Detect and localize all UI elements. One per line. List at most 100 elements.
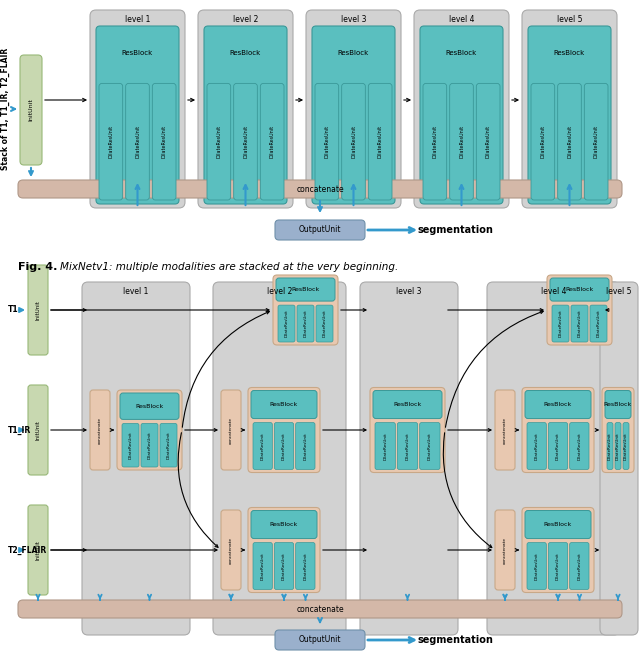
FancyBboxPatch shape	[550, 278, 609, 301]
Text: ResBlock: ResBlock	[230, 50, 261, 56]
FancyBboxPatch shape	[160, 423, 177, 467]
FancyBboxPatch shape	[615, 423, 621, 470]
Text: ResBlock: ResBlock	[544, 522, 572, 527]
Text: level 3: level 3	[340, 15, 366, 23]
Text: Fig. 4.: Fig. 4.	[18, 262, 58, 272]
FancyBboxPatch shape	[296, 423, 315, 470]
Text: ResBlock: ResBlock	[291, 287, 319, 292]
FancyBboxPatch shape	[152, 83, 176, 200]
FancyBboxPatch shape	[414, 10, 509, 208]
FancyBboxPatch shape	[370, 387, 445, 472]
Text: ResBlock: ResBlock	[604, 402, 632, 407]
Text: DilateResUnit: DilateResUnit	[303, 432, 307, 460]
Text: level 5: level 5	[557, 15, 582, 23]
FancyBboxPatch shape	[90, 10, 185, 208]
FancyBboxPatch shape	[342, 83, 365, 200]
Text: DilateResUnit: DilateResUnit	[577, 432, 581, 460]
Text: DilateResUnit: DilateResUnit	[406, 432, 410, 460]
FancyBboxPatch shape	[600, 282, 638, 635]
Text: concatenate: concatenate	[503, 417, 507, 444]
Text: DilateResUnit: DilateResUnit	[594, 125, 598, 158]
Text: DilateResUnit: DilateResUnit	[282, 552, 286, 580]
FancyBboxPatch shape	[423, 83, 447, 200]
FancyBboxPatch shape	[297, 305, 314, 342]
FancyBboxPatch shape	[120, 393, 179, 419]
FancyBboxPatch shape	[360, 282, 458, 635]
FancyBboxPatch shape	[487, 282, 620, 635]
FancyBboxPatch shape	[450, 83, 474, 200]
Text: ResBlock: ResBlock	[446, 50, 477, 56]
Text: level 4: level 4	[541, 287, 566, 295]
Text: DilateResUnit: DilateResUnit	[428, 432, 432, 460]
FancyBboxPatch shape	[275, 220, 365, 240]
Text: DilateResUnit: DilateResUnit	[383, 432, 387, 460]
Text: DilateResUnit: DilateResUnit	[459, 125, 464, 158]
FancyBboxPatch shape	[315, 83, 339, 200]
Text: DilateResUnit: DilateResUnit	[216, 125, 221, 158]
Text: Stack of T1, T1_IR, T2_FLAIR: Stack of T1, T1_IR, T2_FLAIR	[1, 48, 10, 170]
FancyBboxPatch shape	[253, 423, 273, 470]
FancyBboxPatch shape	[28, 385, 48, 475]
Text: DilateResUnit: DilateResUnit	[540, 125, 545, 158]
Text: T1_IR: T1_IR	[8, 425, 31, 435]
FancyBboxPatch shape	[122, 423, 139, 467]
Text: DilateResUnit: DilateResUnit	[596, 310, 600, 338]
FancyBboxPatch shape	[375, 423, 396, 470]
Text: concatenate: concatenate	[503, 536, 507, 564]
Text: concatenate: concatenate	[296, 185, 344, 193]
FancyBboxPatch shape	[275, 630, 365, 650]
FancyBboxPatch shape	[82, 282, 190, 635]
FancyBboxPatch shape	[296, 543, 315, 590]
Text: level 2: level 2	[233, 15, 258, 23]
Text: ResBlock: ResBlock	[122, 50, 153, 56]
FancyBboxPatch shape	[273, 275, 338, 345]
Text: DilateResUnit: DilateResUnit	[260, 432, 265, 460]
FancyBboxPatch shape	[28, 265, 48, 355]
FancyBboxPatch shape	[590, 305, 607, 342]
Text: ResBlock: ResBlock	[338, 50, 369, 56]
Text: concatenate: concatenate	[98, 417, 102, 444]
FancyBboxPatch shape	[495, 390, 515, 470]
FancyBboxPatch shape	[547, 275, 612, 345]
FancyBboxPatch shape	[90, 390, 110, 470]
FancyBboxPatch shape	[278, 305, 295, 342]
FancyBboxPatch shape	[373, 391, 442, 419]
Text: level 3: level 3	[396, 287, 422, 295]
Text: ResBlock: ResBlock	[394, 402, 422, 407]
FancyBboxPatch shape	[605, 391, 631, 419]
Text: DilateResUnit: DilateResUnit	[324, 125, 330, 158]
FancyBboxPatch shape	[253, 543, 273, 590]
Text: DilateResUnit: DilateResUnit	[108, 125, 113, 158]
Text: DilateResUnit: DilateResUnit	[162, 125, 166, 158]
Text: DilateResUnit: DilateResUnit	[323, 310, 326, 338]
FancyBboxPatch shape	[522, 387, 594, 472]
Text: InitUnit: InitUnit	[35, 420, 40, 440]
FancyBboxPatch shape	[552, 305, 569, 342]
FancyBboxPatch shape	[306, 10, 401, 208]
FancyBboxPatch shape	[369, 83, 392, 200]
Text: concatenate: concatenate	[296, 605, 344, 613]
Text: DilateResUnit: DilateResUnit	[433, 125, 437, 158]
Text: OutputUnit: OutputUnit	[299, 635, 341, 645]
Text: DilateResUnit: DilateResUnit	[616, 432, 620, 460]
FancyBboxPatch shape	[204, 26, 287, 204]
Text: concatenate: concatenate	[229, 417, 233, 444]
Text: InitUnit: InitUnit	[35, 540, 40, 560]
FancyBboxPatch shape	[312, 26, 395, 204]
FancyBboxPatch shape	[548, 543, 568, 590]
FancyBboxPatch shape	[141, 423, 158, 467]
FancyBboxPatch shape	[234, 83, 257, 200]
FancyBboxPatch shape	[584, 83, 608, 200]
FancyBboxPatch shape	[571, 305, 588, 342]
FancyBboxPatch shape	[531, 83, 555, 200]
Text: DilateResUnit: DilateResUnit	[135, 125, 140, 158]
FancyBboxPatch shape	[557, 83, 581, 200]
Text: DilateResUnit: DilateResUnit	[285, 310, 289, 338]
Text: DilateResUnit: DilateResUnit	[378, 125, 383, 158]
FancyBboxPatch shape	[275, 423, 294, 470]
FancyBboxPatch shape	[251, 391, 317, 419]
FancyBboxPatch shape	[20, 55, 42, 165]
FancyBboxPatch shape	[527, 543, 547, 590]
FancyBboxPatch shape	[96, 26, 179, 204]
FancyBboxPatch shape	[213, 282, 346, 635]
